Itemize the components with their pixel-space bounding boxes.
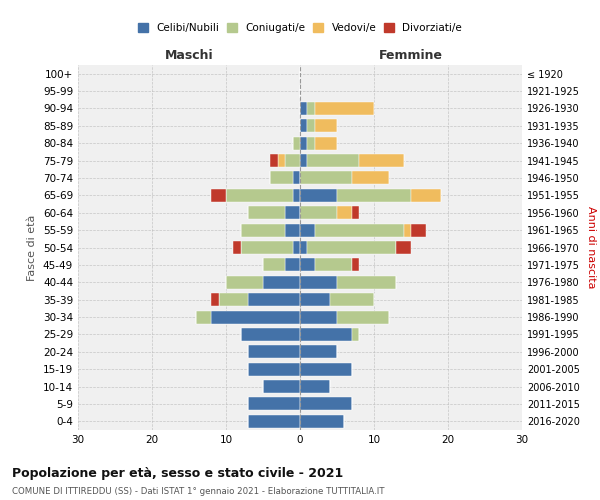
Bar (211, 189, 226, 202)
Y-axis label: Fasce di età: Fasce di età (28, 214, 37, 280)
Bar (196, 310, 211, 324)
Bar (337, 310, 389, 324)
Bar (226, 276, 263, 289)
Bar (307, 154, 359, 167)
Bar (307, 120, 315, 132)
Bar (300, 380, 329, 393)
Text: Femmine: Femmine (379, 48, 443, 62)
Bar (218, 293, 248, 306)
Bar (352, 206, 359, 220)
Bar (300, 224, 315, 236)
Bar (300, 136, 307, 149)
Text: COMUNE DI ITTIREDDU (SS) - Dati ISTAT 1° gennaio 2021 - Elaborazione TUTTITALIA.: COMUNE DI ITTIREDDU (SS) - Dati ISTAT 1°… (12, 488, 385, 496)
Bar (300, 189, 337, 202)
Bar (293, 189, 300, 202)
Bar (307, 241, 396, 254)
Bar (248, 206, 285, 220)
Bar (352, 172, 389, 184)
Bar (248, 293, 300, 306)
Bar (300, 328, 352, 341)
Bar (359, 154, 404, 167)
Bar (300, 415, 344, 428)
Bar (263, 276, 300, 289)
Bar (404, 224, 411, 236)
Bar (396, 241, 411, 254)
Bar (285, 154, 300, 167)
Y-axis label: Anni di nascita: Anni di nascita (586, 206, 596, 289)
Bar (300, 276, 337, 289)
Bar (233, 241, 241, 254)
Bar (285, 224, 300, 236)
Bar (285, 258, 300, 272)
Bar (278, 154, 285, 167)
Bar (241, 328, 300, 341)
Legend: Celibi/Nubili, Coniugati/e, Vedovi/e, Divorziati/e: Celibi/Nubili, Coniugati/e, Vedovi/e, Di… (134, 19, 466, 38)
Bar (300, 310, 337, 324)
Bar (211, 310, 300, 324)
Bar (248, 362, 300, 376)
Bar (315, 120, 337, 132)
Bar (300, 241, 307, 254)
Bar (352, 258, 359, 272)
Bar (315, 258, 352, 272)
Bar (241, 241, 293, 254)
Bar (300, 293, 329, 306)
Bar (352, 328, 359, 341)
Bar (300, 102, 307, 115)
Bar (226, 189, 293, 202)
Bar (307, 136, 315, 149)
Text: Popolazione per età, sesso e stato civile - 2021: Popolazione per età, sesso e stato civil… (12, 468, 343, 480)
Bar (263, 258, 285, 272)
Bar (293, 241, 300, 254)
Bar (293, 136, 300, 149)
Bar (300, 172, 352, 184)
Bar (300, 346, 337, 358)
Bar (248, 415, 300, 428)
Bar (315, 102, 374, 115)
Bar (271, 154, 278, 167)
Bar (307, 102, 315, 115)
Bar (300, 120, 307, 132)
Bar (300, 258, 315, 272)
Text: Maschi: Maschi (164, 48, 214, 62)
Bar (271, 172, 293, 184)
Bar (329, 293, 374, 306)
Bar (315, 136, 337, 149)
Bar (411, 189, 440, 202)
Bar (337, 206, 352, 220)
Bar (211, 293, 218, 306)
Bar (300, 206, 337, 220)
Bar (411, 224, 426, 236)
Bar (300, 362, 352, 376)
Bar (293, 172, 300, 184)
Bar (315, 224, 404, 236)
Bar (337, 276, 396, 289)
Bar (248, 398, 300, 410)
Bar (300, 398, 352, 410)
Bar (285, 206, 300, 220)
Bar (248, 346, 300, 358)
Bar (263, 380, 300, 393)
Bar (241, 224, 285, 236)
Bar (337, 189, 411, 202)
Bar (300, 154, 307, 167)
